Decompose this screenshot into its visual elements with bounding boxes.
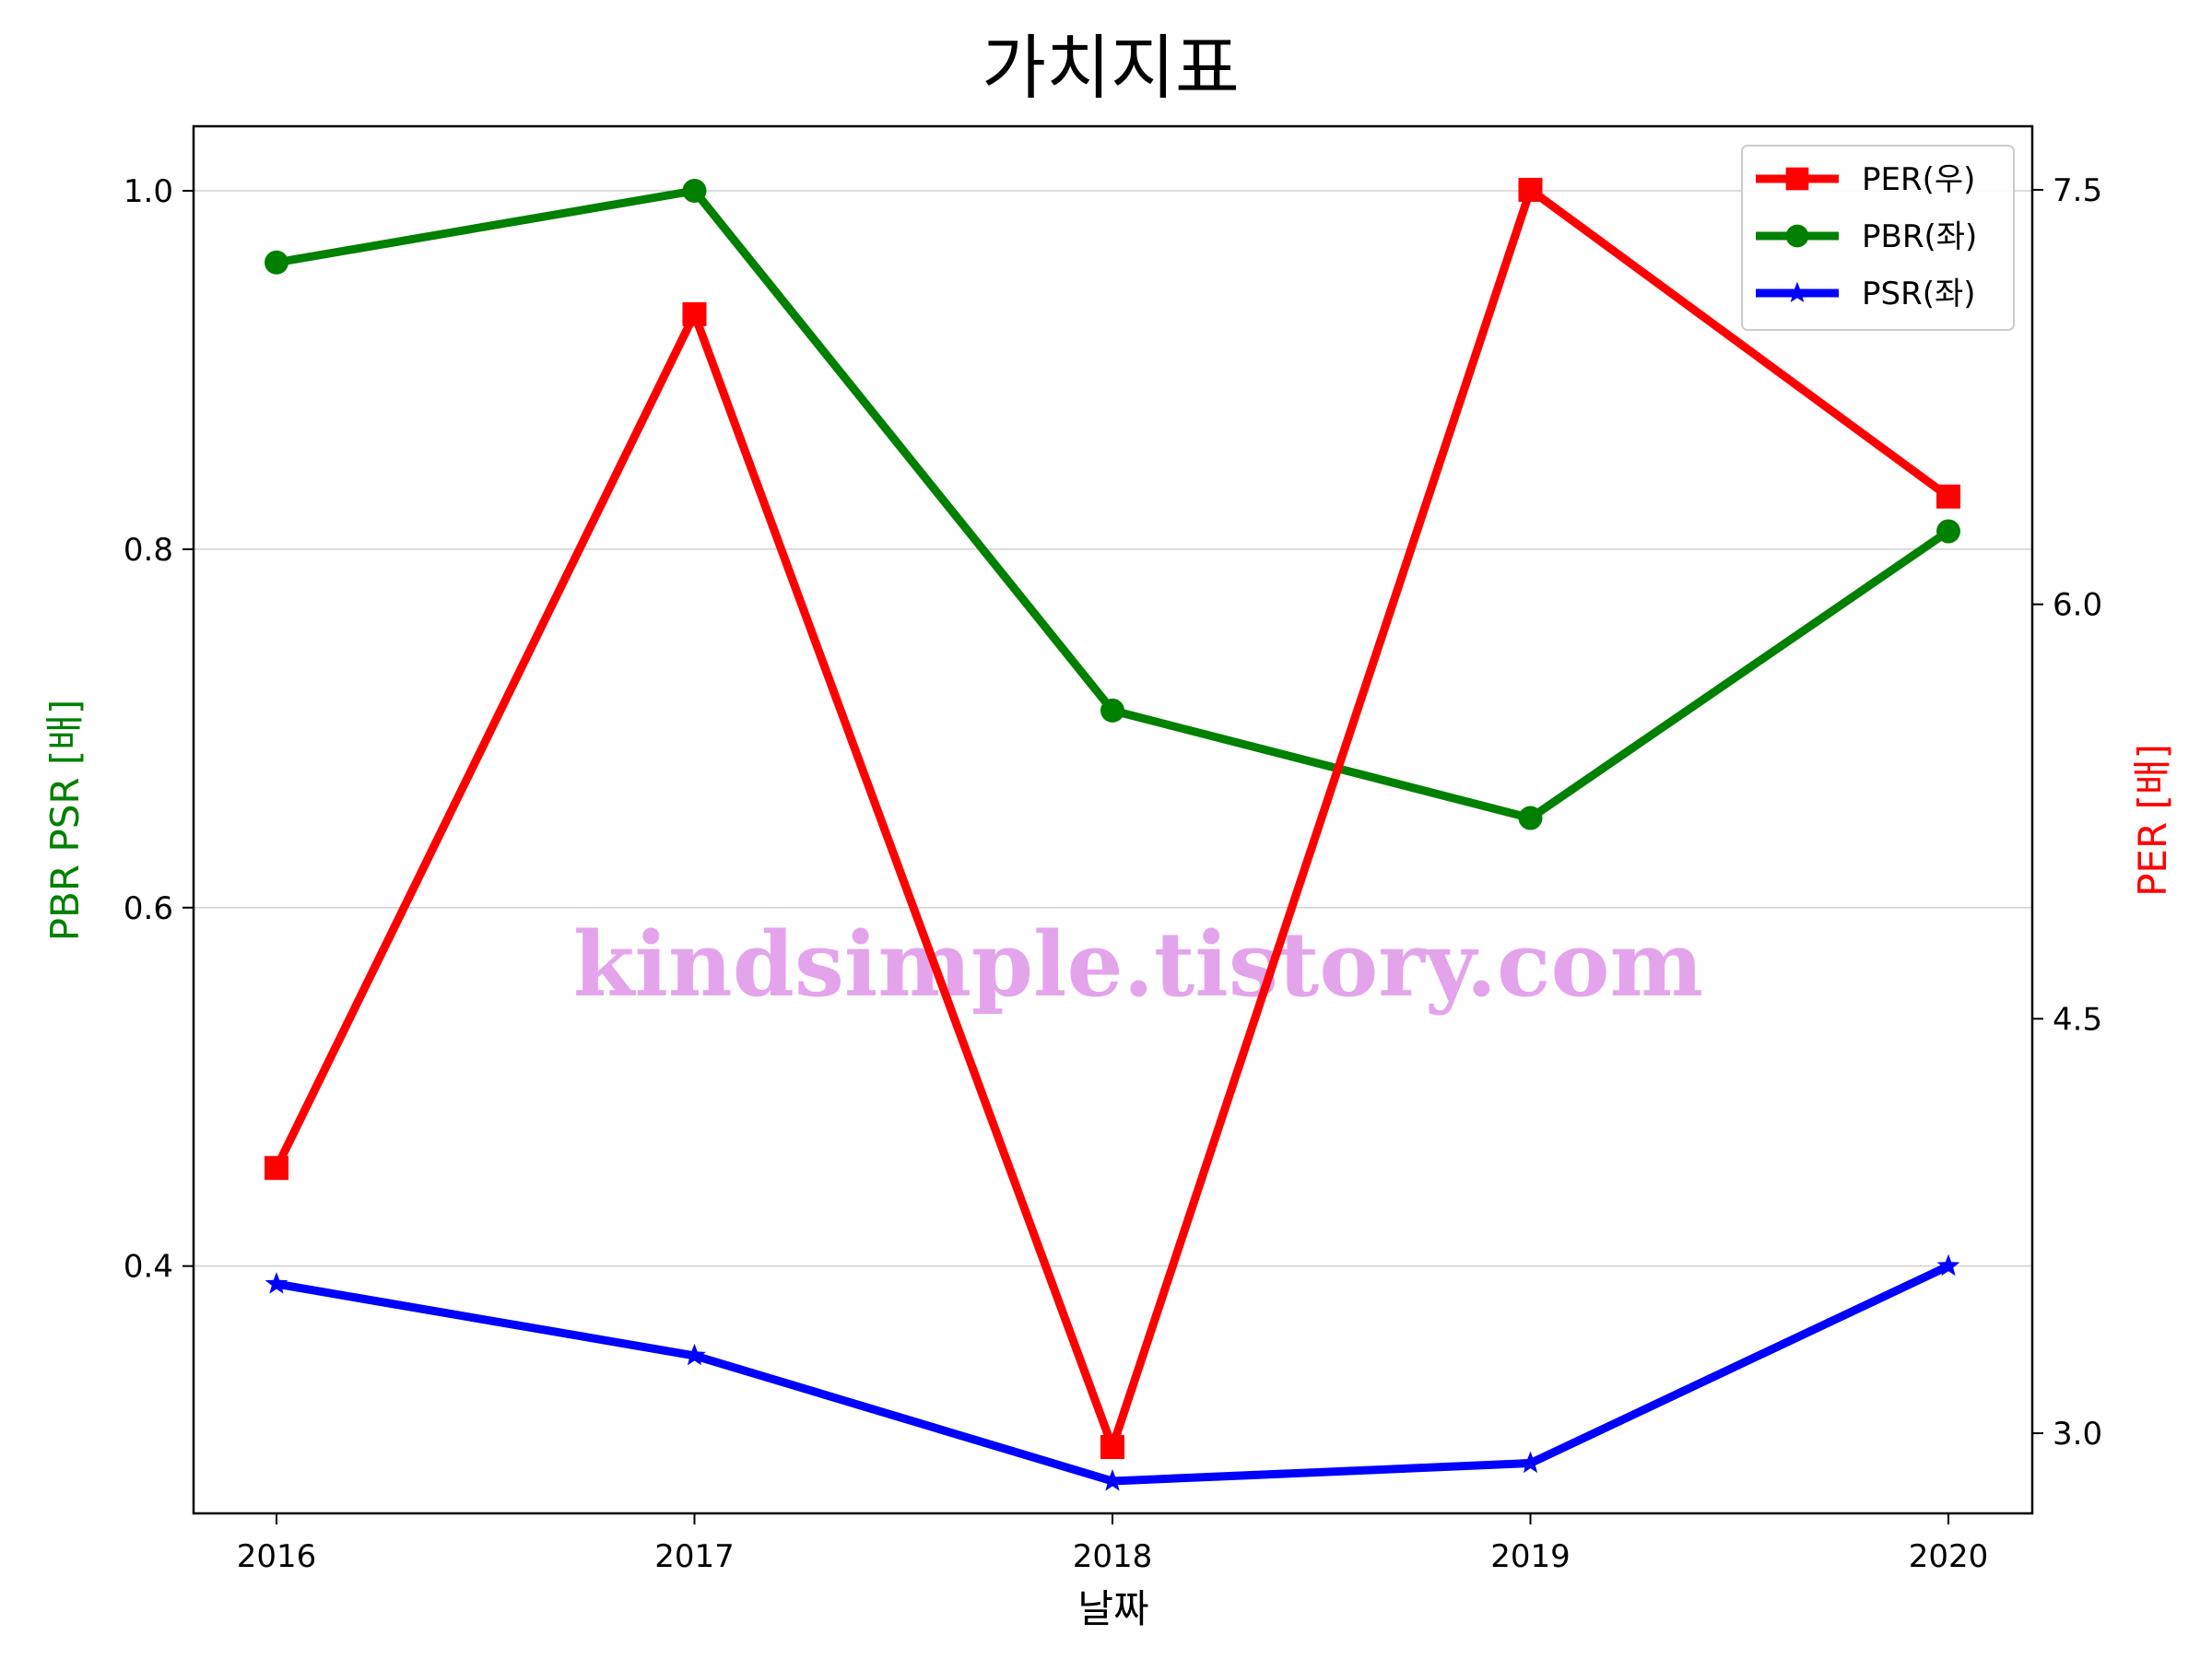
- point-PER(우)-2016: [265, 1156, 288, 1181]
- point-PER(우)-2017: [682, 301, 707, 326]
- watermark-text: kindsimple.tistory.com: [573, 912, 1703, 1017]
- x-tick-label-2020: 2020: [1909, 1538, 1989, 1575]
- point-PSR(좌)-2017: [683, 1343, 706, 1366]
- legend-box: [1741, 145, 2015, 331]
- legend: PER(우) PBR(좌) PSR(좌): [1741, 145, 2015, 331]
- series-PSR(좌): [265, 1253, 1960, 1491]
- legend-label-PSR(좌): PSR(좌): [1862, 276, 1976, 312]
- x-tick-label-2016: 2016: [237, 1538, 317, 1575]
- point-PSR(좌)-2018: [1100, 1469, 1124, 1491]
- watermark: kindsimple.tistory.com: [573, 912, 1703, 1017]
- series-PER(우): [265, 177, 1960, 1460]
- x-tick-label-2018: 2018: [1073, 1538, 1153, 1575]
- legend-marker-PBR(좌): [1785, 224, 1809, 248]
- y-left-tick-label-2: 0.8: [124, 532, 173, 569]
- point-PBR(좌)-2016: [265, 250, 288, 275]
- series-line-PER(우): [272, 185, 1951, 1452]
- y-axis-left: 0.4 0.6 0.8 1.0: [124, 173, 194, 1286]
- y-right-tick-label-3: 7.5: [2053, 172, 2102, 209]
- x-tick-label-2017: 2017: [654, 1538, 735, 1575]
- y-right-tick-label-1: 4.5: [2053, 1001, 2102, 1038]
- series-PBR(좌): [265, 179, 1960, 830]
- legend-marker-PSR(좌): [1786, 281, 1808, 302]
- x-tick-label-2019: 2019: [1490, 1538, 1571, 1575]
- y-right-tick-label-2: 6.0: [2053, 587, 2102, 624]
- y-left-tick-label-1: 0.6: [124, 890, 173, 927]
- x-axis-label: 날짜: [1077, 1586, 1148, 1631]
- y-axis-right: 3.0 4.5 6.0 7.5: [2032, 172, 2102, 1453]
- grid-lines: [194, 190, 2032, 1267]
- point-PBR(좌)-2020: [1936, 519, 1960, 544]
- series-line-PBR(좌): [276, 186, 1951, 823]
- point-PER(우)-2020: [1936, 484, 1960, 509]
- legend-label-PER(우): PER(우): [1862, 161, 1975, 198]
- point-PBR(좌)-2019: [1518, 806, 1543, 830]
- plot-frame: [192, 124, 2034, 1515]
- legend-marker-PER(우): [1785, 167, 1809, 191]
- y-right-tick-label-0: 3.0: [2053, 1416, 2102, 1453]
- point-PBR(좌)-2018: [1100, 698, 1124, 723]
- y-axis-right-label: PER [배]: [2130, 744, 2175, 897]
- point-PSR(좌)-2019: [1519, 1451, 1542, 1474]
- x-axis: 2016 2017 2018 2019 2020: [237, 1513, 1989, 1575]
- series-layer: [265, 177, 1960, 1491]
- point-PBR(좌)-2017: [682, 179, 707, 203]
- point-PSR(좌)-2016: [265, 1272, 288, 1294]
- y-left-tick-label-0: 0.4: [124, 1249, 173, 1286]
- y-axis-left-label: PBR PSR [배]: [42, 700, 88, 942]
- point-PER(우)-2018: [1100, 1435, 1124, 1460]
- point-PSR(좌)-2020: [1936, 1253, 1960, 1277]
- legend-label-PBR(좌): PBR(좌): [1862, 218, 1977, 255]
- point-PER(우)-2019: [1518, 177, 1543, 202]
- chart-title: 가치지표: [982, 27, 1240, 109]
- y-left-tick-label-3: 1.0: [124, 173, 173, 210]
